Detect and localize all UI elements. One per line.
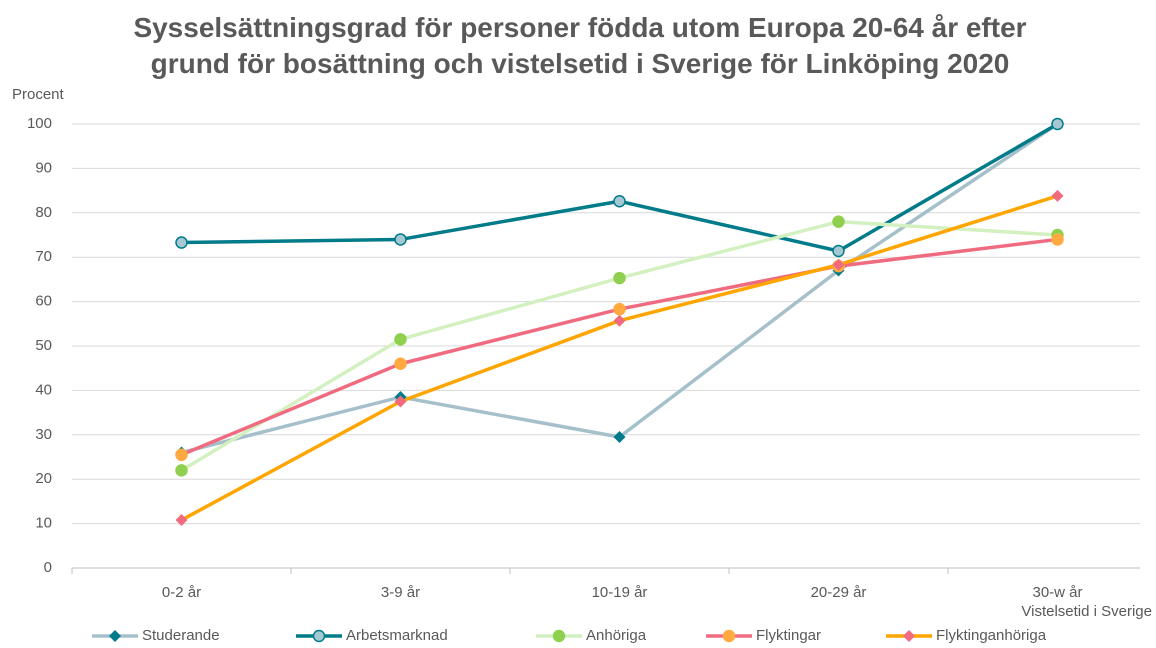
- x-axis-label: Vistelsetid i Sverige: [1021, 603, 1152, 620]
- data-point: [832, 258, 845, 271]
- data-point: [394, 333, 407, 346]
- x-tick-label: 0-2 år: [162, 584, 201, 601]
- data-point: [832, 215, 845, 228]
- y-tick-label: 20: [35, 470, 52, 487]
- legend-label: Arbetsmarknad: [346, 627, 448, 644]
- y-tick-label: 30: [35, 426, 52, 443]
- data-point: [613, 314, 626, 327]
- data-point: [1051, 233, 1064, 246]
- series-line: [181, 122, 1059, 455]
- data-point: [175, 448, 188, 462]
- x-tick-label: 10-19 år: [592, 584, 648, 601]
- series-line: [180, 237, 1058, 457]
- data-point: [1051, 189, 1064, 202]
- legend-label: Studerande: [142, 627, 220, 644]
- x-tick-label: 20-29 år: [811, 584, 867, 601]
- series-line: [180, 194, 1059, 522]
- y-axis-label: Procent: [12, 86, 65, 103]
- y-tick-label: 70: [35, 248, 52, 265]
- data-point: [832, 244, 845, 258]
- x-tick-label: 3-9 år: [381, 584, 420, 601]
- data-point: [613, 195, 626, 208]
- legend-marker: [722, 629, 736, 643]
- y-tick-label: 50: [35, 337, 52, 354]
- y-tick-label: 40: [35, 381, 52, 398]
- chart-title: Sysselsättningsgrad för personer födda u…: [133, 12, 1027, 79]
- data-point: [175, 464, 188, 477]
- data-point: [175, 236, 188, 249]
- y-tick-label: 80: [35, 204, 52, 221]
- legend-label: Anhöriga: [586, 627, 647, 644]
- data-point: [613, 271, 626, 285]
- series-line: [181, 122, 1059, 253]
- legend-marker: [903, 630, 915, 642]
- y-tick-label: 60: [35, 293, 52, 310]
- data-point: [613, 431, 626, 444]
- x-tick-label: 30-w år: [1032, 584, 1082, 601]
- legend-marker: [552, 629, 566, 643]
- data-point: [394, 395, 407, 408]
- legend-label: Flyktinganhöriga: [936, 627, 1047, 644]
- y-tick-label: 0: [44, 559, 52, 576]
- y-tick-label: 10: [35, 515, 52, 532]
- data-point: [175, 514, 188, 527]
- y-tick-label: 90: [35, 159, 52, 176]
- legend-label: Flyktingar: [756, 627, 821, 644]
- data-point: [394, 357, 407, 371]
- data-point: [1051, 117, 1064, 131]
- data-point: [613, 302, 626, 316]
- legend-marker: [109, 630, 121, 642]
- legend-marker: [312, 629, 326, 643]
- y-tick-label: 100: [27, 115, 52, 132]
- data-point: [394, 233, 407, 246]
